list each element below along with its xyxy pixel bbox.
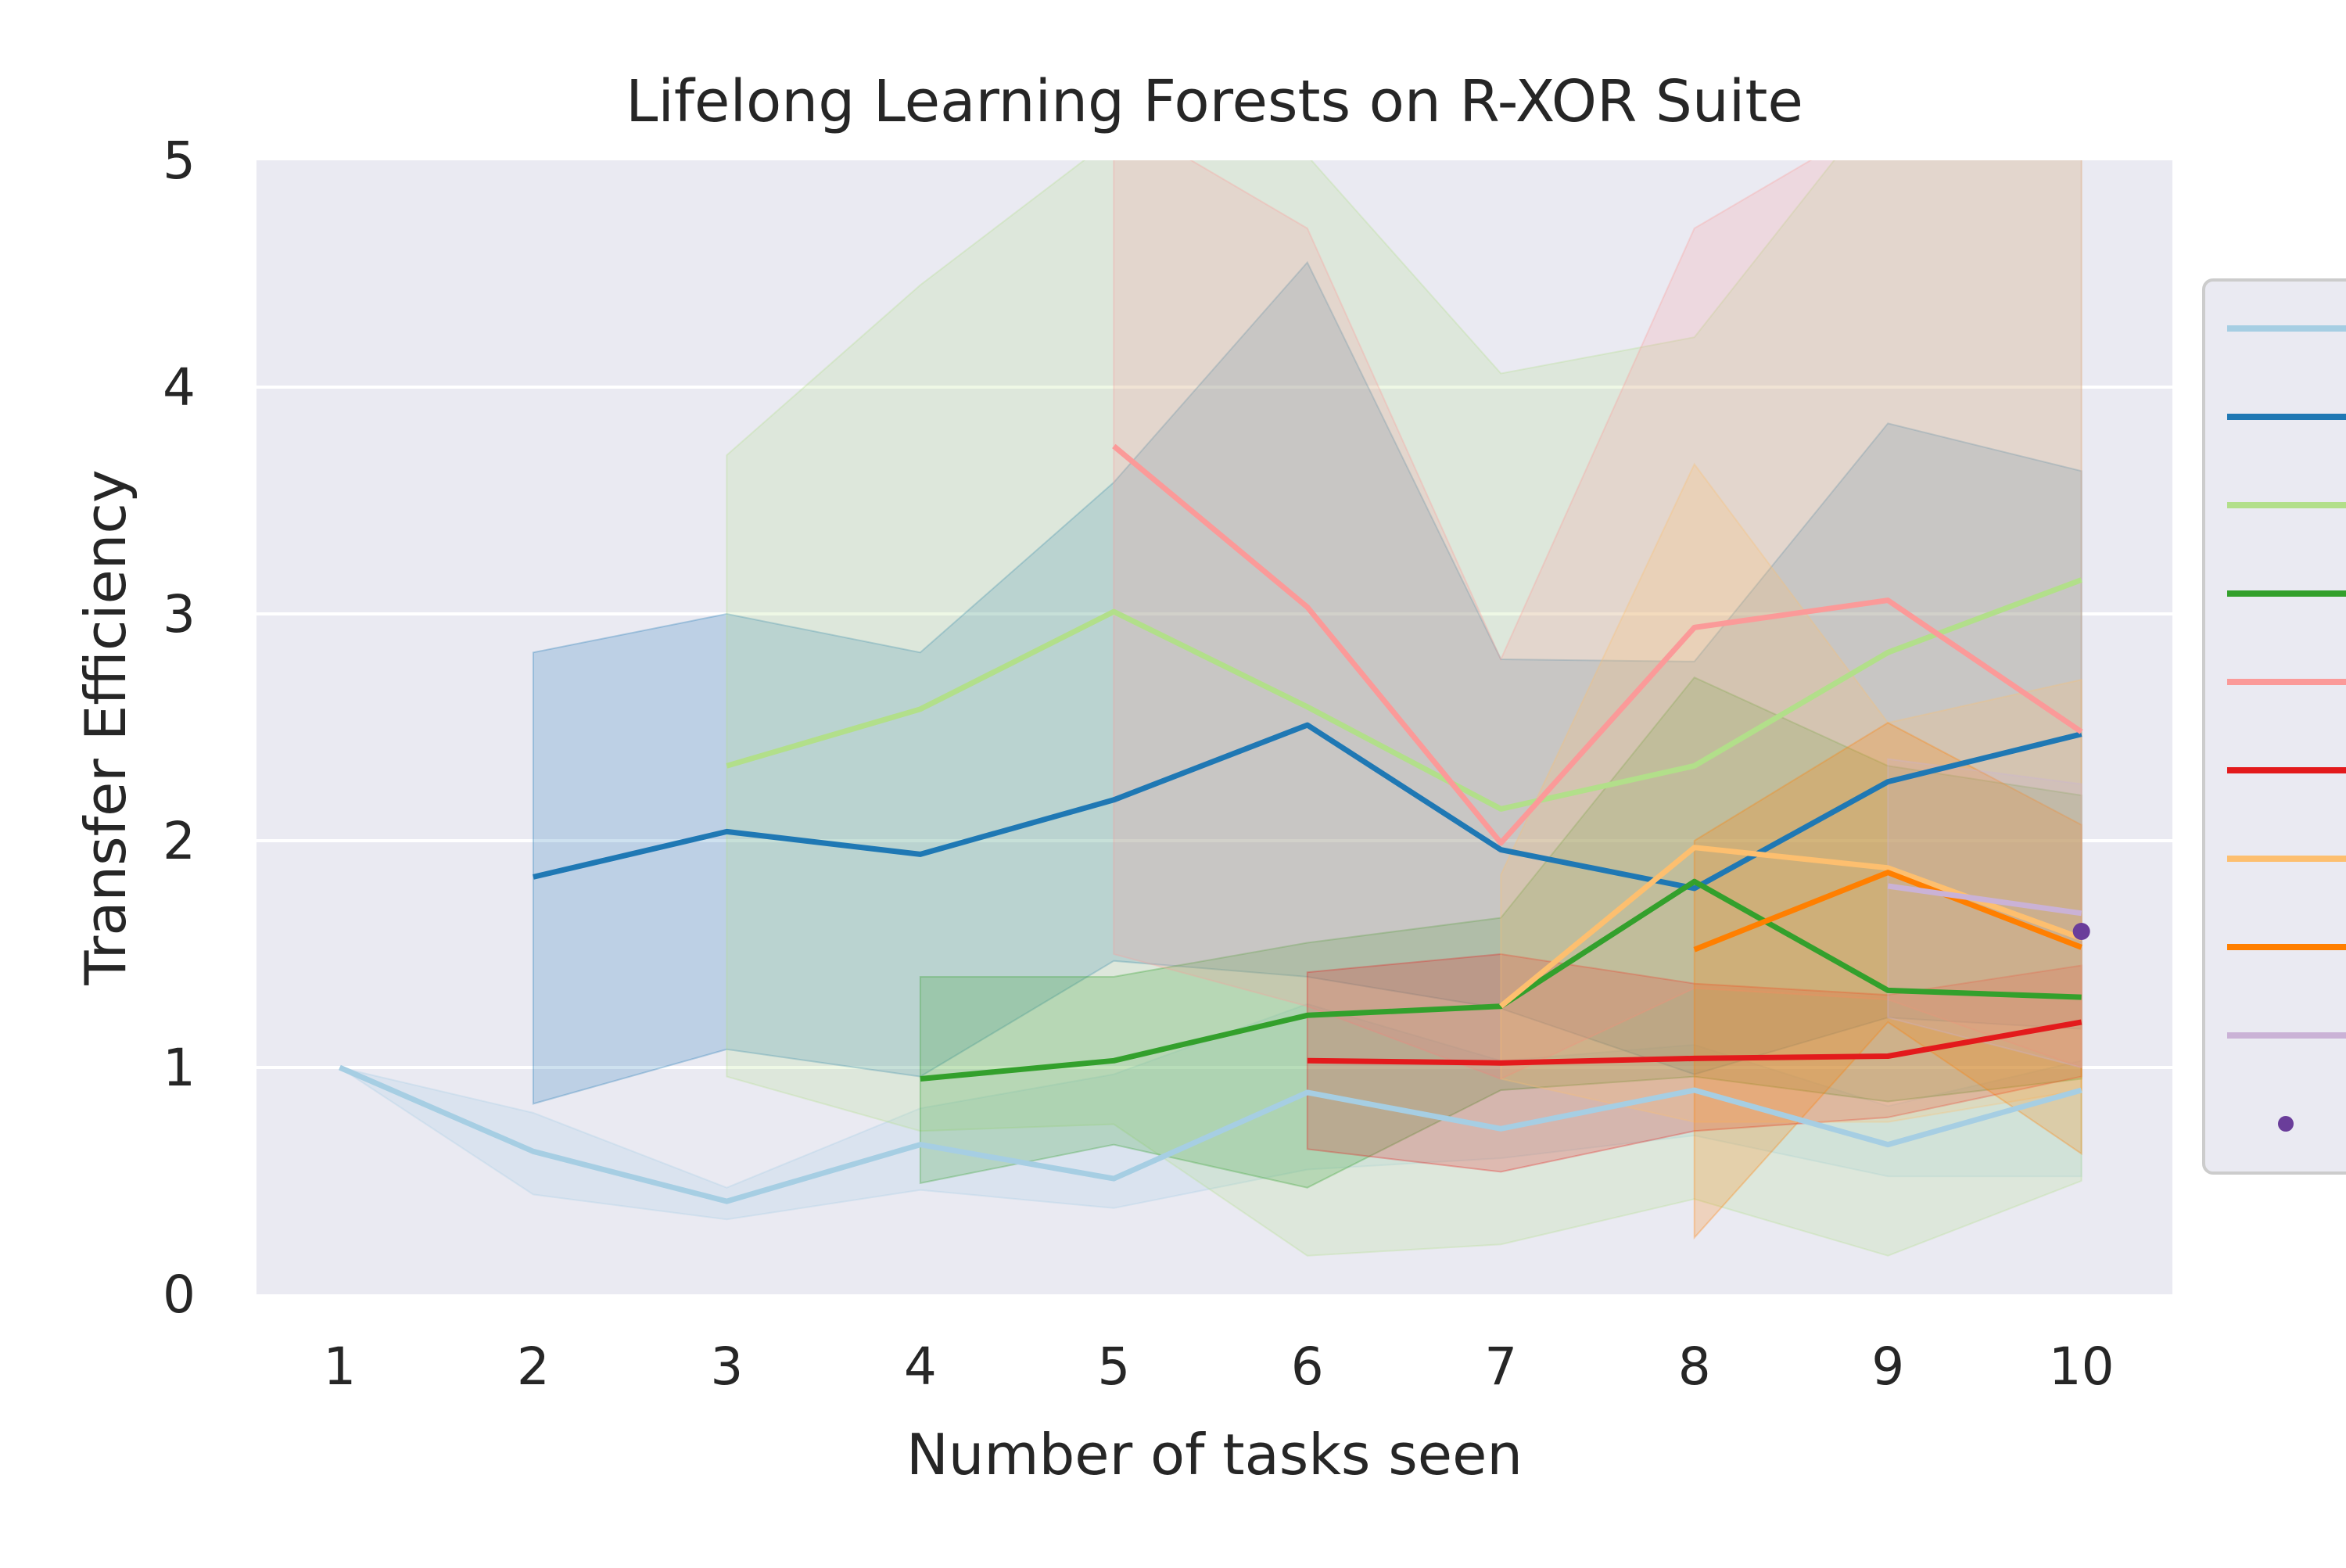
series-6-line [1307, 1019, 2082, 1066]
confidence-bands [339, 160, 2082, 1257]
confidence-band-3 [726, 160, 2082, 1257]
confidence-band-8 [1693, 722, 2082, 1240]
tick-labels: 0 1 2 3 4 5 1 2 3 4 5 6 7 8 9 10 [163, 131, 2115, 1397]
x-axis-label: Number of tasks seen [906, 1422, 1523, 1487]
y-tick-label: 3 [163, 584, 196, 644]
chart-title: Lifelong Learning Forests on R-XOR Suite [626, 68, 1803, 135]
x-tick-label: 1 [323, 1337, 356, 1397]
series-10-point [2072, 923, 2090, 940]
series-7-line [1499, 845, 2082, 1009]
confidence-band-4 [919, 676, 2082, 1189]
x-tick-label: 4 [904, 1337, 937, 1397]
series-8-line [1693, 870, 2082, 953]
x-tick-label: 8 [1678, 1337, 1711, 1397]
x-tick-label: 2 [517, 1337, 550, 1397]
series-3-line [726, 577, 2082, 812]
series-1-line [339, 1064, 2082, 1204]
y-tick-label: 4 [163, 357, 196, 418]
confidence-band-5 [1113, 160, 2082, 1080]
series-5-line [1112, 443, 2083, 846]
y-tick-label: 1 [163, 1038, 196, 1098]
y-tick-label: 2 [163, 811, 196, 871]
series-lines [339, 443, 2090, 1204]
x-tick-label: 10 [2049, 1337, 2115, 1397]
y-tick-label: 0 [163, 1265, 196, 1325]
confidence-band-9 [1887, 758, 2082, 1069]
y-axis-label: Transfer Efficiency [73, 469, 138, 985]
grid-lines [256, 386, 2172, 1069]
x-tick-label: 6 [1291, 1337, 1324, 1397]
x-tick-label: 9 [1871, 1337, 1904, 1397]
series-9-line [1887, 883, 2082, 917]
x-tick-label: 7 [1484, 1337, 1517, 1397]
legend [2202, 278, 2346, 1175]
series-2-line [533, 722, 2082, 892]
plot-background [256, 160, 2172, 1294]
y-tick-label: 5 [163, 131, 196, 191]
x-tick-label: 3 [710, 1337, 743, 1397]
legend-marker-10 [2278, 1116, 2294, 1132]
x-tick-label: 5 [1097, 1337, 1130, 1397]
